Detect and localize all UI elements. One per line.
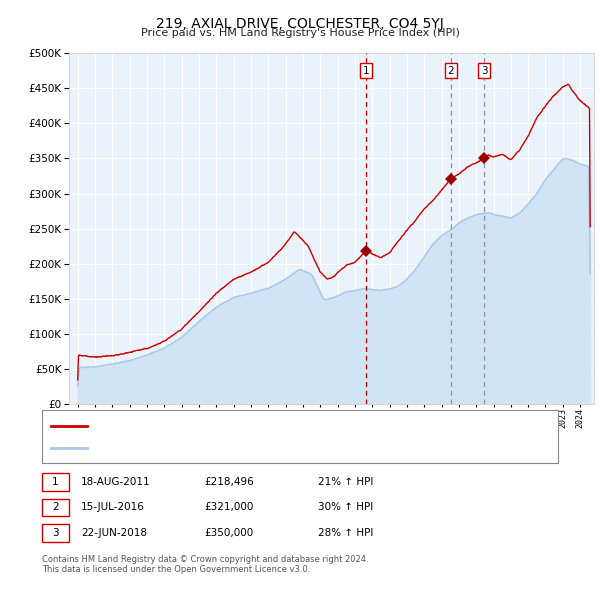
Text: 3: 3 [481,65,488,76]
Text: 30% ↑ HPI: 30% ↑ HPI [318,503,373,512]
Text: 1: 1 [362,65,369,76]
Text: 219, AXIAL DRIVE, COLCHESTER, CO4 5YJ (semi-detached house): 219, AXIAL DRIVE, COLCHESTER, CO4 5YJ (s… [95,421,413,431]
Text: 21% ↑ HPI: 21% ↑ HPI [318,477,373,487]
Text: £350,000: £350,000 [204,528,253,537]
Text: £218,496: £218,496 [204,477,254,487]
Text: 219, AXIAL DRIVE, COLCHESTER, CO4 5YJ: 219, AXIAL DRIVE, COLCHESTER, CO4 5YJ [156,17,444,31]
Text: 22-JUN-2018: 22-JUN-2018 [81,528,147,537]
Text: 15-JUL-2016: 15-JUL-2016 [81,503,145,512]
Text: £321,000: £321,000 [204,503,253,512]
Text: HPI: Average price, semi-detached house, Colchester: HPI: Average price, semi-detached house,… [95,443,355,453]
Text: Price paid vs. HM Land Registry's House Price Index (HPI): Price paid vs. HM Land Registry's House … [140,28,460,38]
Text: 18-AUG-2011: 18-AUG-2011 [81,477,151,487]
Text: 2: 2 [448,65,454,76]
Text: 2: 2 [52,503,59,512]
Text: Contains HM Land Registry data © Crown copyright and database right 2024.
This d: Contains HM Land Registry data © Crown c… [42,555,368,574]
Text: 3: 3 [52,528,59,537]
Text: 1: 1 [52,477,59,487]
Text: 28% ↑ HPI: 28% ↑ HPI [318,528,373,537]
